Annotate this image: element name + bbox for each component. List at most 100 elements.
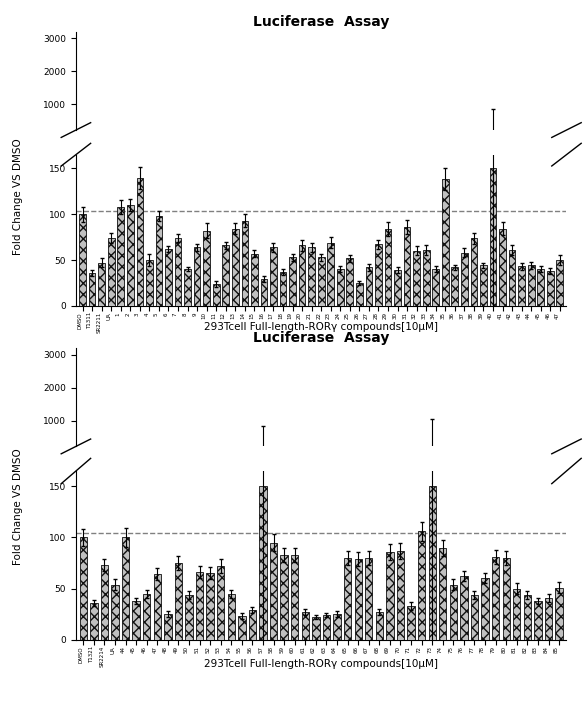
Bar [89,273,96,306]
Bar [308,247,315,306]
Bar [165,249,172,306]
Bar [280,272,286,306]
Bar [333,614,340,640]
Bar [122,538,129,640]
Bar [545,452,552,453]
Text: Fold Change VS DMSO: Fold Change VS DMSO [12,138,23,255]
Bar [318,136,325,137]
Bar [117,207,124,306]
Bar [249,610,256,640]
Bar [356,136,363,137]
Text: Fold Change VS DMSO: Fold Change VS DMSO [12,448,23,565]
Bar [117,134,124,137]
Bar [137,178,143,306]
Bar [217,451,224,453]
Bar [499,229,506,306]
Bar [165,135,172,137]
Bar [480,266,487,306]
Bar [365,451,373,453]
Bar [143,452,151,453]
Bar [108,135,114,137]
Bar [432,269,439,306]
Bar [318,257,325,306]
Bar [557,260,563,306]
Text: 293Tcell Full-length-RORγ compounds[10μM]: 293Tcell Full-length-RORγ compounds[10μM… [204,322,438,332]
Bar [154,574,161,640]
Bar [423,135,429,137]
Bar [302,612,309,640]
Bar [386,552,394,640]
Bar [79,214,86,306]
Bar [213,136,220,137]
Bar [101,565,108,640]
Bar [480,136,487,137]
Bar [184,269,191,306]
Bar [175,238,182,306]
Bar [155,134,162,137]
Bar [408,606,415,640]
Bar [154,451,161,453]
Bar [259,486,267,640]
Bar [344,451,352,453]
Bar [280,451,288,453]
Bar [413,136,420,137]
Bar [270,135,277,137]
Bar [528,136,534,137]
Bar [185,595,193,640]
Bar [108,238,114,306]
Bar [223,135,229,137]
Bar [238,617,246,640]
Bar [524,595,531,640]
Bar [175,451,182,453]
Bar [502,558,510,640]
Bar [259,449,267,453]
Bar [122,451,129,453]
Bar [375,135,382,137]
Bar [557,136,563,137]
Bar [79,538,87,640]
Bar [471,135,477,137]
Bar [337,136,343,137]
Bar [354,451,362,453]
Bar [451,136,458,137]
Bar [555,452,563,453]
Bar [394,270,401,306]
Bar [518,136,525,137]
Bar [260,279,267,306]
Bar [184,136,191,137]
Bar [308,135,315,137]
Bar [524,452,531,453]
Bar [175,563,182,640]
Bar [471,595,478,640]
Bar [499,134,506,137]
Bar [228,594,235,640]
Bar [270,543,277,640]
Bar [442,179,449,306]
Bar [439,548,447,640]
Bar [299,135,305,137]
Bar [489,169,496,306]
Bar [344,558,352,640]
Bar [385,229,391,306]
Text: 293Tcell Full-length-RORγ compounds[10μM]: 293Tcell Full-length-RORγ compounds[10μM… [204,659,438,669]
Bar [346,258,353,306]
Bar [513,452,520,453]
Bar [337,269,343,306]
Bar [450,584,457,640]
Bar [460,451,468,453]
Bar [242,134,248,137]
Bar [432,136,439,137]
Bar [489,132,496,137]
Bar [112,452,119,453]
Bar [194,247,200,306]
Bar [481,452,489,453]
Bar [376,612,383,640]
Bar [404,227,411,306]
Bar [280,555,288,640]
Bar [146,136,153,137]
Bar [328,135,334,137]
Bar [289,257,296,306]
Bar [155,216,162,306]
Bar [386,451,394,453]
Bar [185,452,193,453]
